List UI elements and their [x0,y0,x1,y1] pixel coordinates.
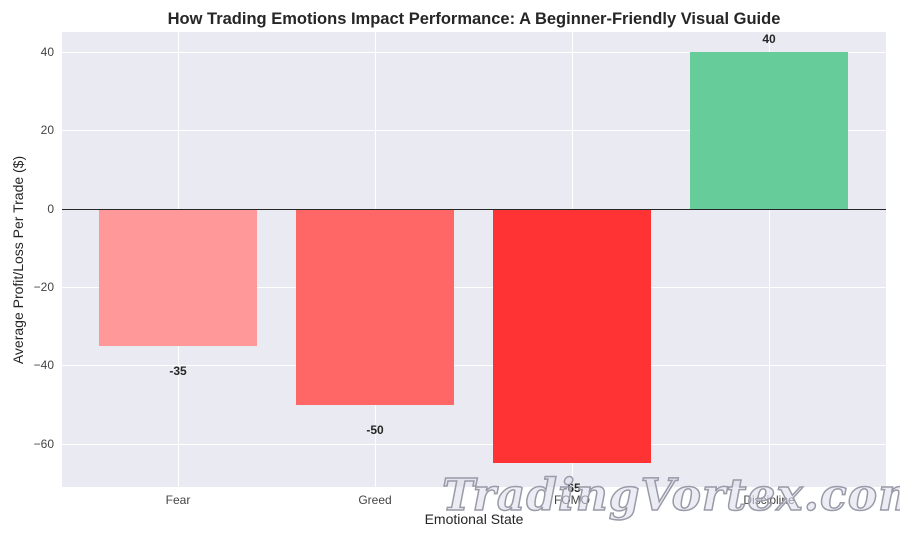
bar-fomo [493,208,651,464]
y-tick-label: −20 [33,279,54,294]
gridline-vertical [769,32,770,487]
y-tick-label: 0 [47,201,54,216]
x-tick-label: Fear [165,493,191,507]
y-tick-label: 40 [40,44,54,59]
zero-line [62,208,886,210]
watermark: TradingVortex.com [441,469,900,522]
bar-fear [99,208,257,346]
y-axis-label: Average Profit/Loss Per Trade ($) [10,155,26,365]
x-tick-label: Greed [358,493,392,507]
bar-greed [296,208,454,405]
y-tick-label: −40 [33,358,54,373]
y-tick-label: −60 [33,436,54,451]
gridline-horizontal [62,365,886,367]
value-label: -50 [366,422,384,437]
gridline-horizontal [62,286,886,288]
gridline-horizontal [62,130,886,132]
y-tick-label: 20 [40,123,54,138]
value-label: -65 [563,481,581,496]
x-axis-label: Emotional State [424,511,524,527]
x-tick-label: Discipline [743,493,795,507]
gridline-horizontal [62,443,886,445]
value-label: 40 [762,31,776,46]
plot-area: -35 -50 -65 40 [62,31,886,495]
value-label: -35 [169,363,187,378]
bar-discipline [690,51,848,209]
x-tick-label: FOMO [554,493,590,507]
chart-title: How Trading Emotions Impact Performance:… [167,10,781,28]
gridline-horizontal [62,51,886,53]
